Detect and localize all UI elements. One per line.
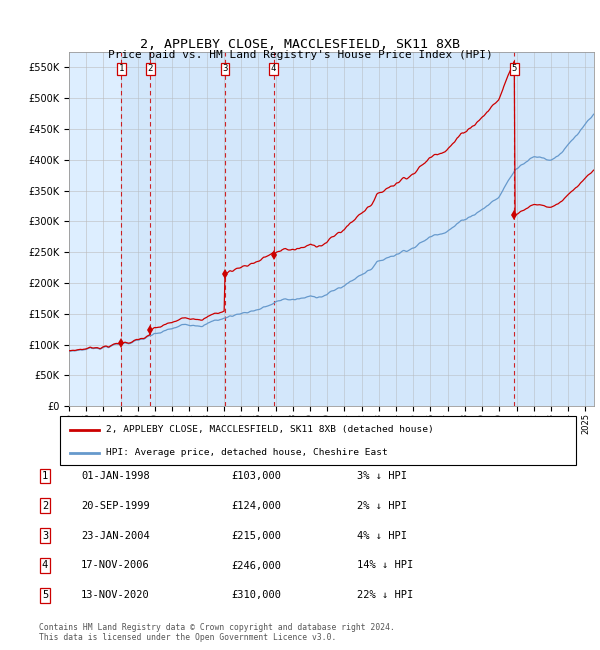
Text: 22% ↓ HPI: 22% ↓ HPI <box>357 590 413 601</box>
Text: 01-JAN-1998: 01-JAN-1998 <box>81 471 150 481</box>
Text: 1: 1 <box>42 471 48 481</box>
Bar <box>121 52 151 406</box>
Text: 5: 5 <box>512 64 517 73</box>
Text: 2, APPLEBY CLOSE, MACCLESFIELD, SK11 8XB: 2, APPLEBY CLOSE, MACCLESFIELD, SK11 8XB <box>140 38 460 51</box>
Text: 23-JAN-2004: 23-JAN-2004 <box>81 530 150 541</box>
Text: 2: 2 <box>42 500 48 511</box>
Text: 4: 4 <box>271 64 277 73</box>
Text: 2% ↓ HPI: 2% ↓ HPI <box>357 500 407 511</box>
Text: 20-SEP-1999: 20-SEP-1999 <box>81 500 150 511</box>
Text: 2: 2 <box>148 64 153 73</box>
Text: 4: 4 <box>42 560 48 571</box>
Text: 17-NOV-2006: 17-NOV-2006 <box>81 560 150 571</box>
Bar <box>225 52 274 406</box>
Text: £246,000: £246,000 <box>231 560 281 571</box>
Text: HPI: Average price, detached house, Cheshire East: HPI: Average price, detached house, Ches… <box>106 448 388 457</box>
Text: £310,000: £310,000 <box>231 590 281 601</box>
Text: Contains HM Land Registry data © Crown copyright and database right 2024.
This d: Contains HM Land Registry data © Crown c… <box>39 623 395 642</box>
Text: 1: 1 <box>119 64 124 73</box>
Text: £103,000: £103,000 <box>231 471 281 481</box>
Text: 4% ↓ HPI: 4% ↓ HPI <box>357 530 407 541</box>
Text: £124,000: £124,000 <box>231 500 281 511</box>
Text: 14% ↓ HPI: 14% ↓ HPI <box>357 560 413 571</box>
Text: 3: 3 <box>42 530 48 541</box>
Text: 3% ↓ HPI: 3% ↓ HPI <box>357 471 407 481</box>
Bar <box>274 52 514 406</box>
Text: 5: 5 <box>42 590 48 601</box>
Text: Price paid vs. HM Land Registry's House Price Index (HPI): Price paid vs. HM Land Registry's House … <box>107 49 493 60</box>
Text: £215,000: £215,000 <box>231 530 281 541</box>
Bar <box>151 52 225 406</box>
Text: 13-NOV-2020: 13-NOV-2020 <box>81 590 150 601</box>
Bar <box>514 52 594 406</box>
Text: 3: 3 <box>222 64 227 73</box>
Text: 2, APPLEBY CLOSE, MACCLESFIELD, SK11 8XB (detached house): 2, APPLEBY CLOSE, MACCLESFIELD, SK11 8XB… <box>106 425 434 434</box>
